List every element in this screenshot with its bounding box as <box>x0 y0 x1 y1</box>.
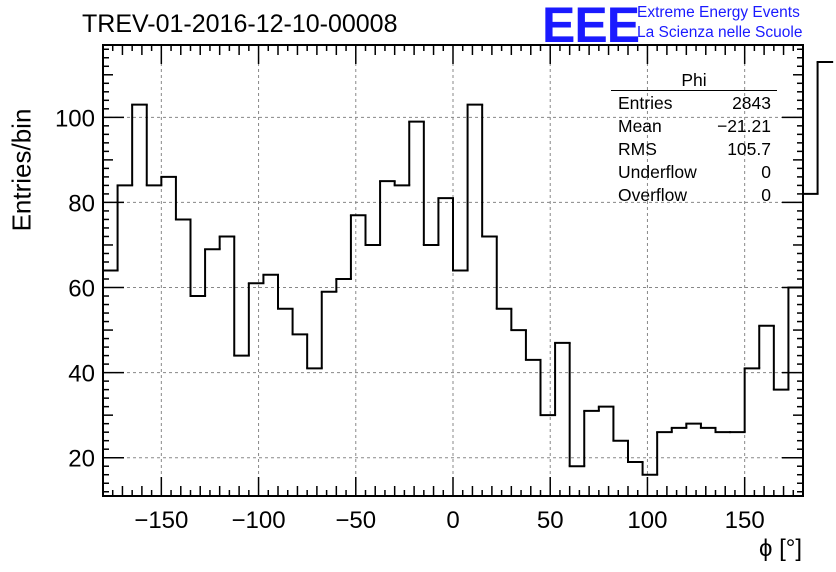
y-tick-label: 100 <box>55 105 95 132</box>
eee-logo-mark: EEE <box>542 0 640 53</box>
x-tick-label: 50 <box>537 507 564 534</box>
tick-labels: −150 −100 −50 0 50 100 150 20 40 60 80 100 <box>55 105 765 534</box>
eee-logo-line2: La Scienza nelle Scuole <box>637 24 803 41</box>
x-tick-label: 0 <box>446 507 459 534</box>
stats-box: Phi Entries 2843 Mean −21.21 RMS 105.7 U… <box>611 70 777 207</box>
stats-label: Underflow <box>618 162 697 182</box>
stats-value: 0 <box>761 162 771 182</box>
y-axis-label: Entries/bin <box>6 108 37 232</box>
stats-row-underflow: Underflow 0 <box>611 161 777 184</box>
stats-label: Mean <box>618 116 662 136</box>
grid-lines <box>103 45 803 496</box>
stats-label: Entries <box>618 93 673 113</box>
stats-label: RMS <box>618 139 657 159</box>
stats-value: −21.21 <box>716 116 771 136</box>
stats-label: Overflow <box>618 185 688 205</box>
stats-row-entries: Entries 2843 <box>611 92 777 115</box>
x-tick-label: −150 <box>134 507 188 534</box>
y-axis-label-wrap: Entries/bin <box>2 108 42 232</box>
x-tick-label: 100 <box>627 507 667 534</box>
y-tick-label: 80 <box>68 190 95 217</box>
y-tick-label: 60 <box>68 276 95 303</box>
stats-title: Phi <box>681 70 707 90</box>
histogram-bins <box>102 61 834 496</box>
stats-value: 105.7 <box>727 139 771 159</box>
chart-title: TREV-01-2016-12-10-00008 <box>82 10 398 38</box>
stats-value: 2843 <box>732 93 771 113</box>
stats-row-overflow: Overflow 0 <box>611 184 777 207</box>
stats-row-rms: RMS 105.7 <box>611 138 777 161</box>
eee-logo-line1: Extreme Energy Events <box>637 4 800 21</box>
y-tick-label: 20 <box>68 446 95 473</box>
x-tick-label: −100 <box>232 507 286 534</box>
stats-value: 0 <box>761 185 771 205</box>
y-tick-label: 40 <box>68 361 95 388</box>
x-axis-label: ϕ [°] <box>758 535 802 562</box>
stats-row-mean: Mean −21.21 <box>611 115 777 138</box>
plot-frame <box>102 44 804 497</box>
x-tick-label: 150 <box>725 507 765 534</box>
stats-divider <box>611 90 777 91</box>
x-tick-label: −50 <box>335 507 376 534</box>
